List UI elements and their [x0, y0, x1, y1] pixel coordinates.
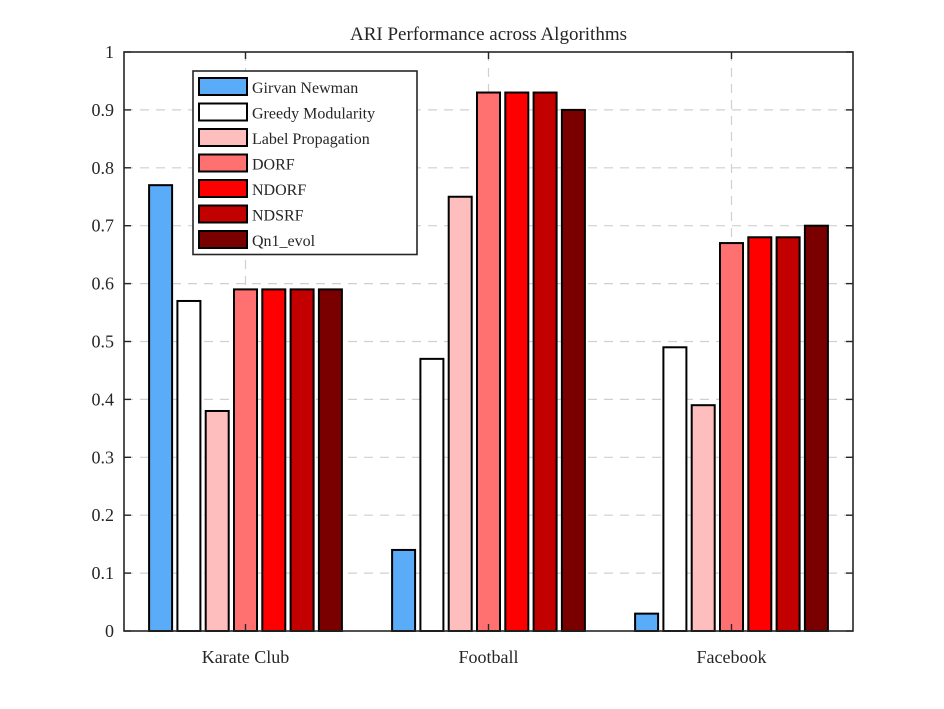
bar: [261, 288, 287, 632]
legend-label: Girvan Newman: [252, 80, 358, 97]
y-tick-label: 0.7: [92, 216, 115, 236]
bar: [690, 404, 716, 632]
legend-swatch: [198, 128, 248, 147]
bar: [447, 195, 473, 632]
bar: [662, 346, 688, 632]
legend-swatch: [198, 204, 248, 224]
bar: [775, 236, 801, 632]
legend-label: Greedy Modularity: [252, 106, 375, 123]
x-tick-label: Football: [458, 647, 518, 667]
bar: [634, 612, 660, 633]
y-tick-label: 0: [105, 621, 114, 641]
y-tick-label: 0.4: [92, 389, 115, 409]
legend-label: DORF: [252, 157, 295, 174]
bar: [419, 357, 445, 632]
legend-swatch: [198, 153, 248, 173]
bar: [476, 91, 501, 632]
y-tick-label: 0.8: [92, 158, 115, 178]
legend-swatch: [198, 179, 248, 198]
axis-ticks: 0 0.1 0.2 0.3 0.4 0.5 0.6 0.7 0.8 0.9 1 Karate Club…: [92, 42, 853, 667]
legend-label: NDORF: [252, 182, 306, 199]
bar: [391, 548, 417, 632]
legend-label: Qn1_evol: [252, 233, 316, 250]
y-tick-label: 0.1: [92, 563, 115, 583]
bar: [176, 299, 202, 632]
series-greedy-modularity: [176, 299, 688, 632]
y-tick-label: 0.9: [92, 100, 115, 120]
bar: [504, 91, 530, 632]
chart-title: ARI Performance across Algorithms: [350, 24, 627, 45]
bar: [719, 242, 744, 632]
bar: [532, 91, 558, 632]
y-tick-label: 0.6: [92, 274, 115, 294]
legend: Girvan Newman Greedy Modularity Label Prop…: [192, 70, 418, 256]
bar: [803, 224, 829, 632]
series-qn1-evol: [317, 108, 829, 632]
legend-label: NDSRF: [252, 208, 304, 225]
bar: [747, 236, 773, 632]
series-ndsrf: [289, 91, 801, 632]
x-tick-label: Karate Club: [202, 647, 289, 667]
y-tick-label: 0.5: [92, 332, 115, 352]
bar: [317, 288, 343, 632]
series-girvan-newman: [148, 184, 660, 633]
y-tick-label: 1: [105, 42, 114, 62]
series-label-propagation: [204, 195, 716, 633]
legend-swatch: [198, 230, 248, 249]
bar: [289, 288, 315, 632]
legend-swatch: [198, 102, 248, 122]
legend-box: [192, 70, 418, 256]
bar: [204, 409, 230, 633]
legend-swatch: [198, 77, 248, 96]
bar: [560, 108, 586, 632]
bar: [233, 288, 258, 632]
bar: [148, 184, 174, 632]
legend-label: Label Propagation: [252, 131, 370, 148]
y-tick-label: 0.3: [92, 447, 115, 467]
x-tick-label: Facebook: [697, 647, 767, 667]
y-tick-label: 0.2: [92, 505, 115, 525]
